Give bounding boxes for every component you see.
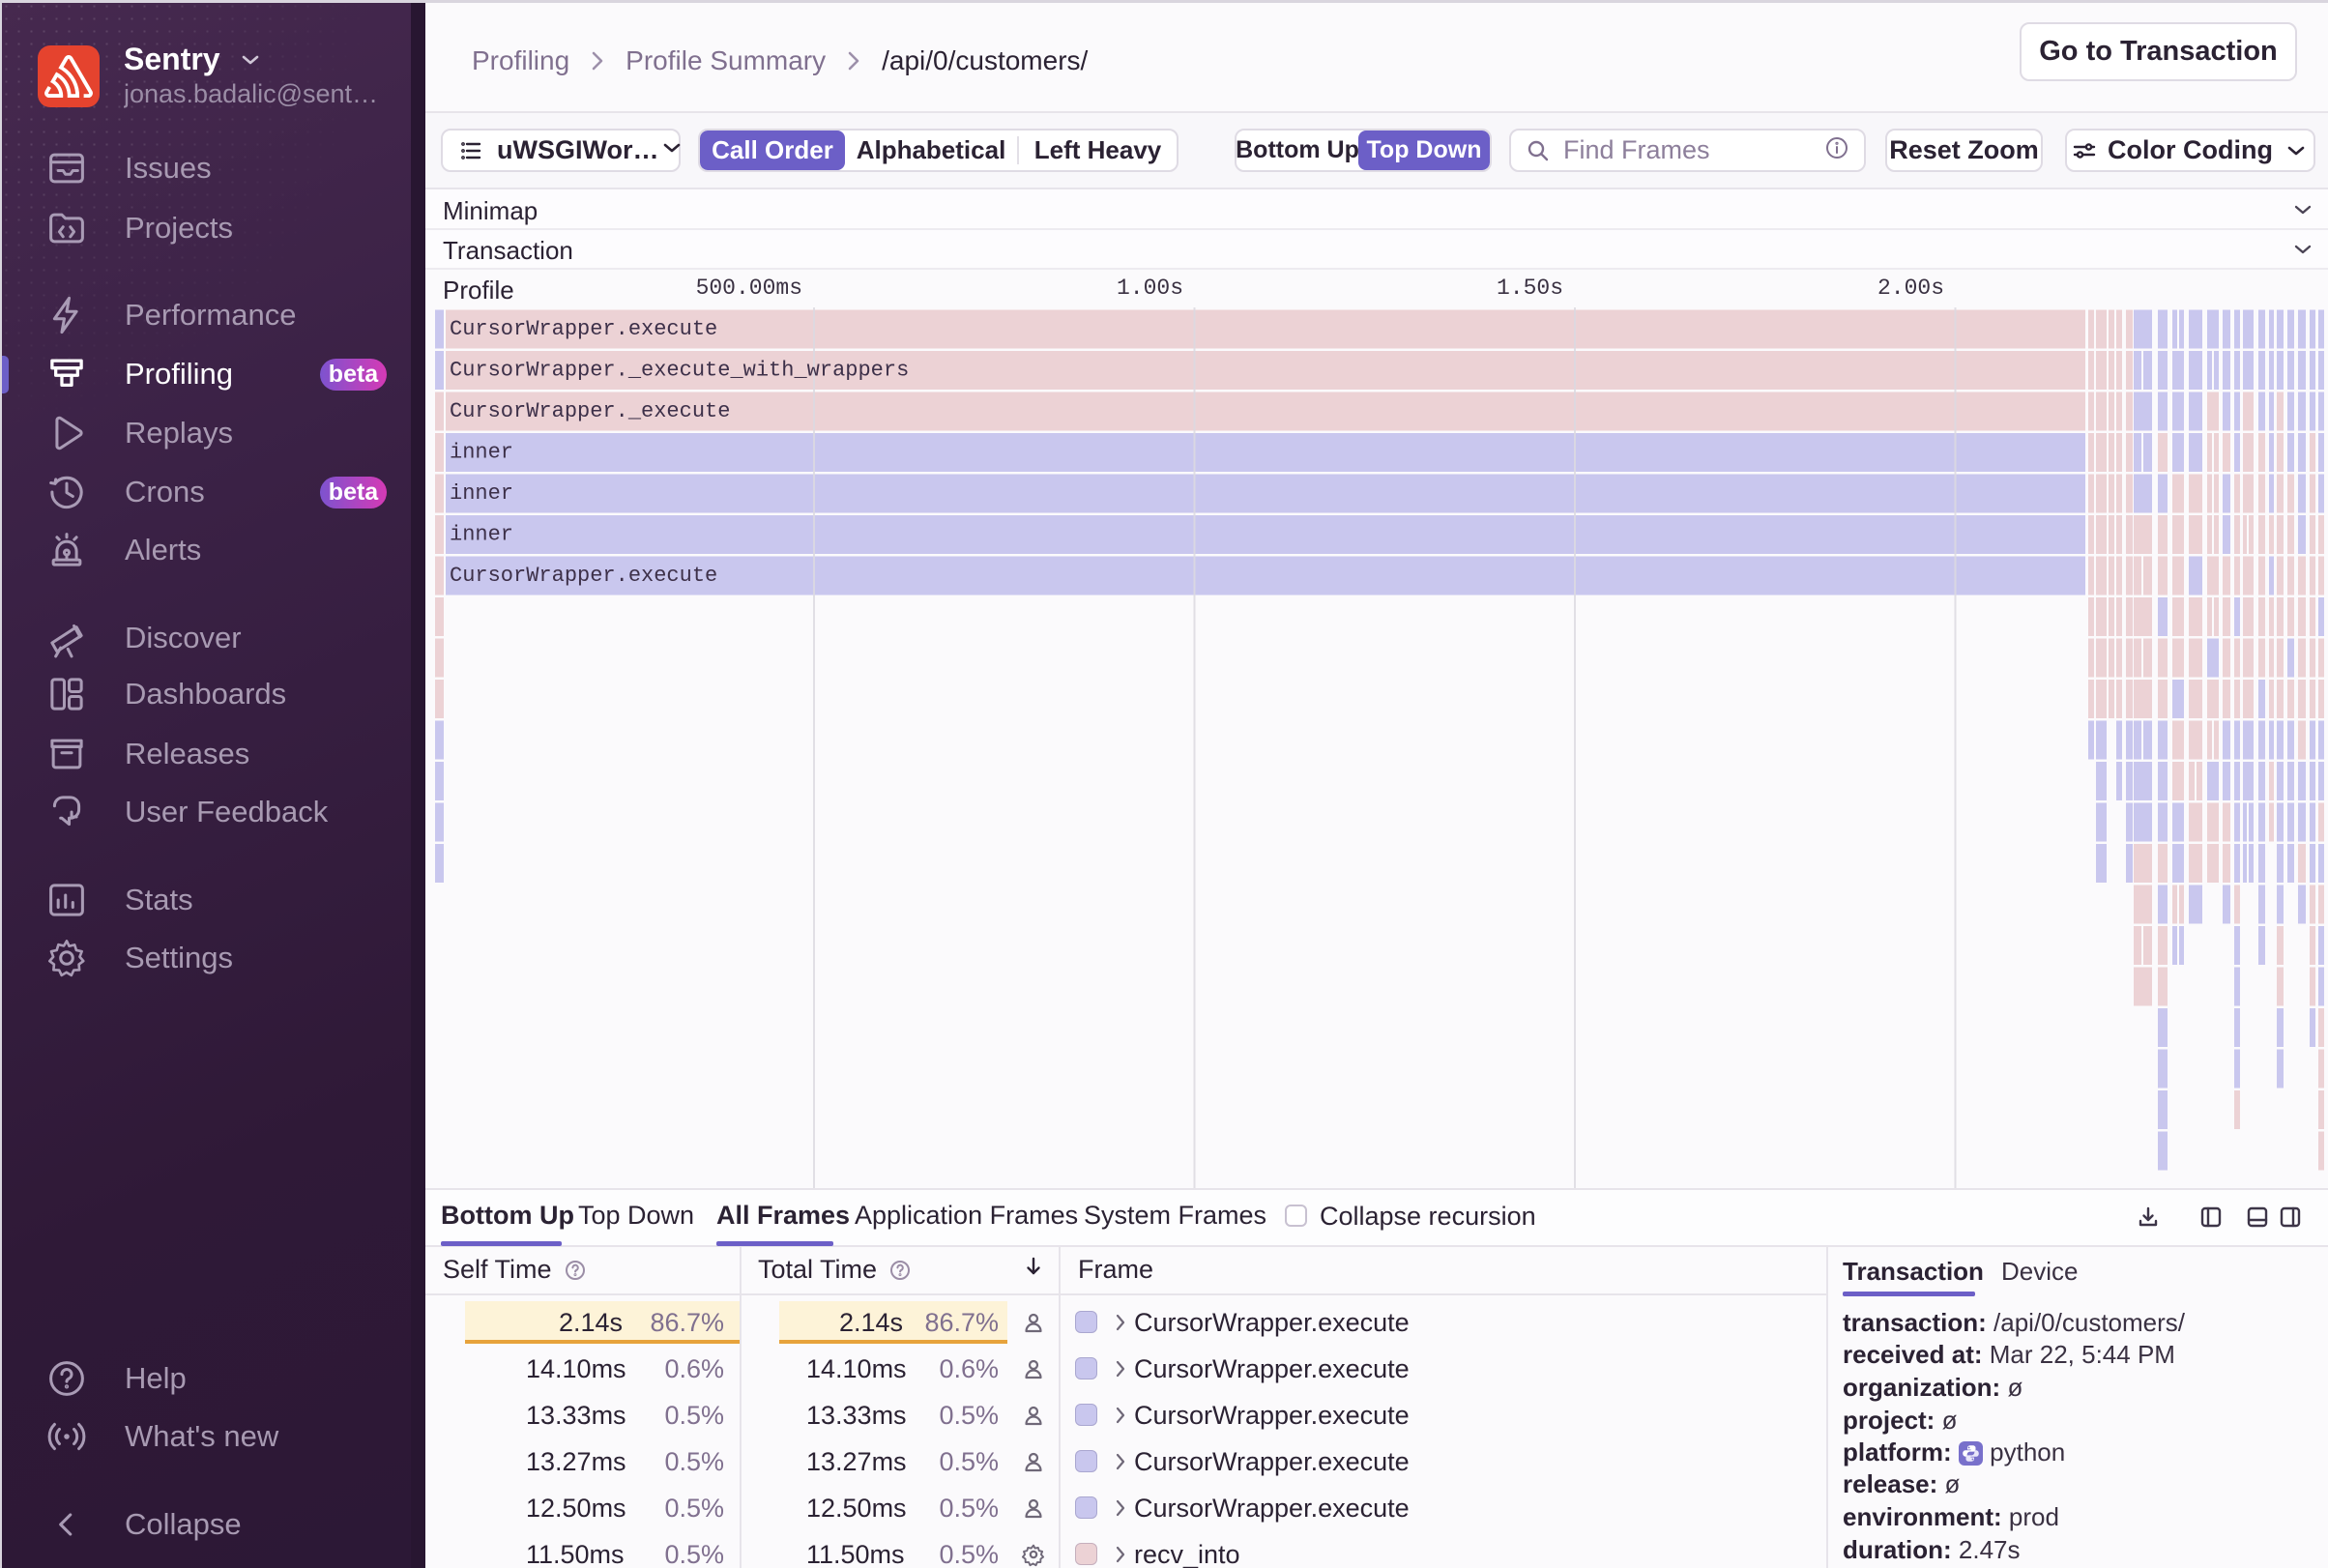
svg-text:inner: inner [450, 523, 513, 547]
svg-text:CursorWrapper._execute: CursorWrapper._execute [450, 399, 730, 423]
svg-text:inner: inner [450, 481, 513, 506]
svg-text:CursorWrapper.execute: CursorWrapper.execute [450, 317, 717, 341]
svg-text:CursorWrapper.execute: CursorWrapper.execute [450, 564, 717, 588]
svg-text:inner: inner [450, 441, 513, 465]
svg-text:CursorWrapper._execute_with_wr: CursorWrapper._execute_with_wrappers [450, 359, 909, 383]
